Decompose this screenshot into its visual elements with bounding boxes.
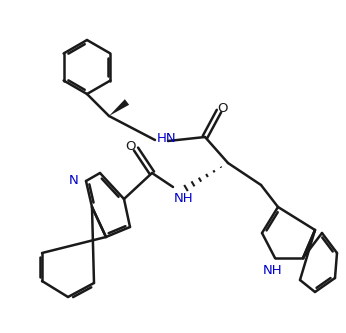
Text: HN: HN — [157, 133, 176, 146]
Polygon shape — [109, 99, 129, 116]
Text: O: O — [218, 103, 228, 116]
Text: O: O — [125, 141, 135, 154]
Text: NH: NH — [263, 263, 283, 276]
Text: N: N — [68, 174, 78, 187]
Text: NH: NH — [174, 191, 194, 204]
